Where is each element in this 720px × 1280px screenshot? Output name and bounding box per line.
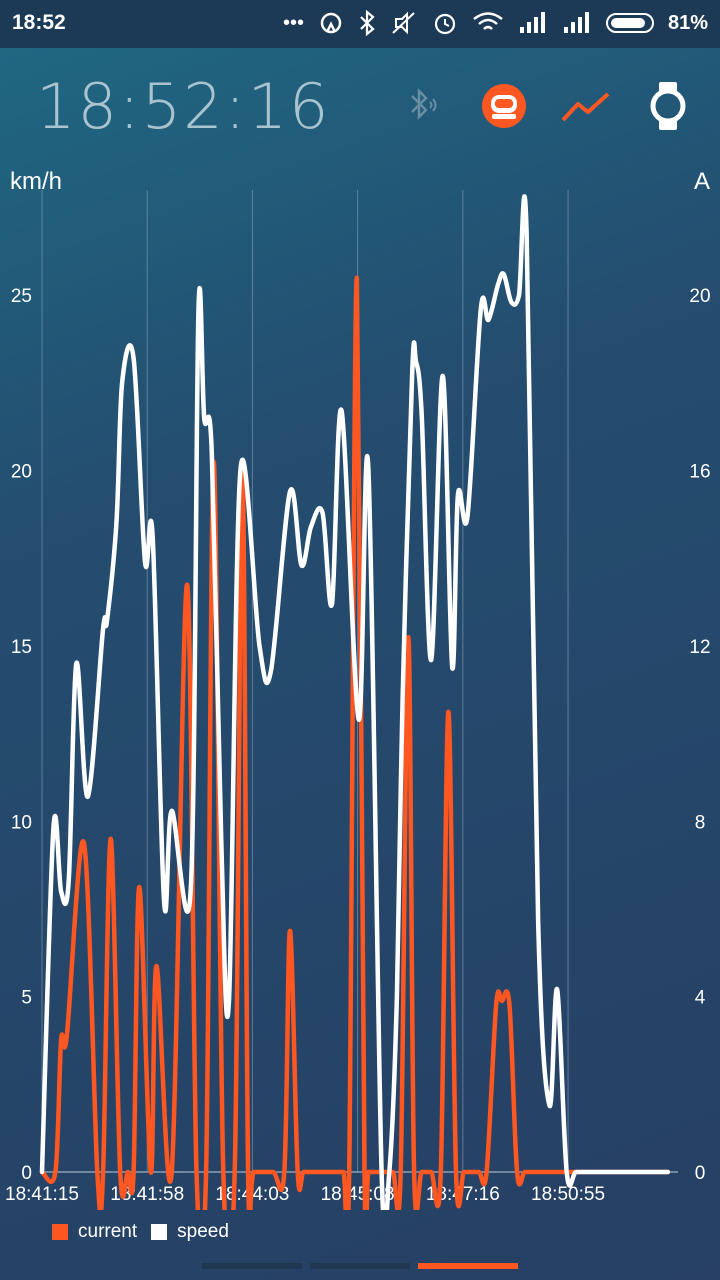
battery-icon — [605, 13, 654, 33]
bluetooth-connect-icon[interactable] — [394, 78, 450, 134]
y-left-tick-label-5: 25 — [11, 286, 32, 307]
speed-current-chart: 18:41:15 18:41:58 18:44:03 18:45:08 18:47:16… — [5, 190, 711, 1210]
y-right-tick-label-0: 0 — [695, 1163, 706, 1184]
signal-icon — [563, 12, 589, 33]
x-tick-label-0: 18:41:15 — [5, 1184, 79, 1205]
legend-item-current: current — [52, 1221, 137, 1243]
status-icons: ••• 81% — [283, 8, 708, 38]
series-line-speed — [39, 194, 671, 1210]
y-left-tick-label-3: 15 — [11, 637, 32, 658]
y-left-tick-label-0: 0 — [21, 1163, 32, 1184]
wifi-icon — [473, 12, 503, 30]
mute-icon — [392, 11, 415, 35]
left-axis-unit: km/h — [10, 168, 63, 195]
series-line-current — [39, 275, 671, 1210]
signal-icon — [519, 12, 545, 33]
battery-percent: 81% — [667, 12, 708, 34]
page-indicator-3[interactable] — [418, 1263, 518, 1269]
status-bar: 18:52 ••• 81% — [0, 0, 720, 48]
alarm-icon — [434, 13, 456, 35]
y-left-tick-label-4: 20 — [11, 462, 32, 483]
y-right-tick-label-5: 20 — [689, 286, 710, 307]
x-tick-label-3: 18:45:08 — [321, 1184, 395, 1205]
sync-icon — [320, 12, 342, 34]
legend-label-current: current — [78, 1221, 138, 1242]
chart-line-icon[interactable] — [558, 78, 614, 134]
bluetooth-icon — [360, 10, 375, 36]
page-indicator-1[interactable] — [202, 1263, 302, 1269]
header-icons — [394, 78, 696, 134]
legend-swatch-speed — [151, 1224, 168, 1240]
status-time: 18:52 — [12, 11, 66, 34]
legend-item-speed: speed — [151, 1221, 229, 1243]
legend: current speed — [52, 1221, 229, 1243]
more-dots-icon: ••• — [282, 12, 304, 34]
wheel-device-icon[interactable] — [476, 78, 532, 134]
y-right-tick-label-3: 12 — [689, 637, 710, 658]
clock: 18:52:16 — [36, 70, 331, 143]
y-left-tick-label-1: 5 — [21, 988, 32, 1009]
right-axis-unit: A — [693, 168, 710, 195]
x-tick-label-5: 18:50:55 — [531, 1184, 605, 1205]
y-right-tick-label-1: 4 — [695, 988, 706, 1009]
legend-label-speed: speed — [177, 1221, 229, 1242]
y-left-tick-label-2: 10 — [11, 812, 32, 833]
y-right-tick-label-2: 8 — [695, 812, 706, 833]
page-indicator-2[interactable] — [310, 1263, 410, 1269]
y-right-tick-label-4: 16 — [689, 462, 710, 483]
watch-icon[interactable] — [640, 78, 696, 134]
legend-swatch-current — [52, 1224, 68, 1240]
